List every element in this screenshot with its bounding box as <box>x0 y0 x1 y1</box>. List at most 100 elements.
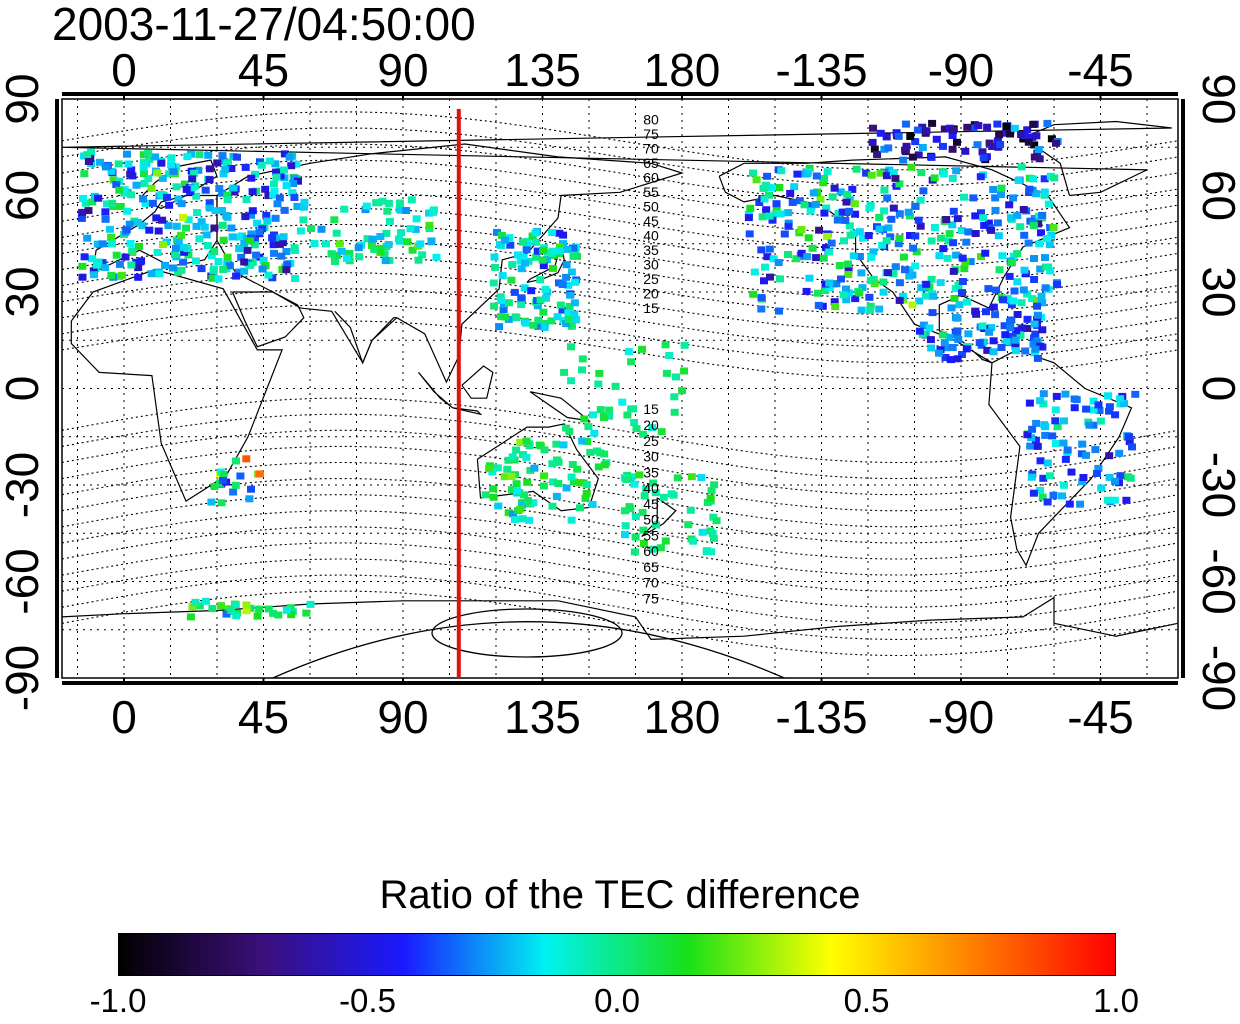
tec-pixel <box>1085 421 1094 429</box>
tec-pixel <box>114 160 123 168</box>
tec-pixel <box>823 168 832 176</box>
tec-pixel <box>947 304 956 312</box>
tec-pixel <box>1079 474 1088 481</box>
tec-pixel <box>195 151 204 159</box>
tec-pixel <box>232 612 241 620</box>
tec-pixel <box>534 316 543 324</box>
tec-pixel <box>1067 468 1076 476</box>
tec-pixel <box>184 216 193 224</box>
tec-pixel <box>648 424 657 432</box>
contour-label-south: 65 <box>643 559 659 575</box>
tec-pixel <box>80 253 89 261</box>
tec-pixel <box>177 231 185 239</box>
tec-pixel <box>1024 239 1033 247</box>
tec-pixel <box>993 219 1002 227</box>
contour-label-north: 40 <box>643 228 659 244</box>
tec-pixel <box>508 486 516 494</box>
tec-pixel <box>936 279 945 287</box>
tec-pixel <box>270 188 279 195</box>
tec-pixel <box>192 192 201 200</box>
tec-pixel <box>776 275 784 283</box>
tec-pixel <box>927 237 936 245</box>
tec-pixel <box>902 120 910 128</box>
tec-pixel <box>662 369 671 377</box>
tec-pixel <box>200 223 209 231</box>
tec-pixel <box>255 605 264 613</box>
tec-pixel <box>253 612 262 620</box>
tec-pixel <box>270 249 278 257</box>
tec-pixel <box>290 194 299 201</box>
tec-pixel <box>1078 440 1087 448</box>
tec-pixel <box>569 244 578 252</box>
tec-pixel <box>869 124 877 132</box>
tec-pixel <box>844 260 852 268</box>
tec-pixel <box>241 213 250 221</box>
tec-pixel <box>498 272 507 280</box>
tec-pixel <box>139 151 148 159</box>
tec-pixel <box>811 200 820 208</box>
tec-pixel <box>757 305 766 313</box>
tec-pixel <box>993 120 1002 128</box>
tec-pixel <box>147 184 156 192</box>
tec-pixel <box>989 348 998 356</box>
tec-pixel <box>997 184 1006 192</box>
tec-pixel <box>639 526 648 534</box>
contour-label-south: 30 <box>643 449 659 465</box>
tec-pixel <box>540 446 549 454</box>
tec-pixel <box>929 292 938 300</box>
tec-pixel <box>774 259 783 267</box>
tec-pixel <box>269 241 278 249</box>
tec-pixel <box>819 179 828 187</box>
tec-pixel <box>1043 498 1052 506</box>
tec-pixel <box>844 265 853 273</box>
contour-label-north: 25 <box>643 271 659 287</box>
tec-pixel <box>1011 347 1020 355</box>
contour-label-south: 40 <box>643 480 659 496</box>
tec-pixel <box>134 273 143 281</box>
tec-pixel <box>562 484 571 492</box>
tec-pixel <box>165 170 174 178</box>
tec-pixel <box>517 301 526 309</box>
tec-pixel <box>915 297 924 305</box>
lon-label-top: 180 <box>644 44 721 96</box>
lat-label-left: -90 <box>0 645 48 711</box>
tec-pixel <box>914 151 923 159</box>
contour-south <box>61 478 1179 544</box>
tec-pixel <box>846 231 855 239</box>
tec-pixel <box>673 474 682 482</box>
tec-pixel <box>949 267 958 275</box>
tec-pixel <box>958 289 966 297</box>
tec-pixel <box>590 429 599 437</box>
tec-pixel <box>567 322 576 330</box>
tec-pixel <box>576 504 584 512</box>
tec-pixel <box>1032 297 1041 304</box>
tec-pixel <box>926 336 935 344</box>
tec-pixel <box>152 214 161 222</box>
tec-pixel <box>875 305 884 313</box>
lon-label-bottom: -90 <box>928 691 994 743</box>
tec-pixel <box>669 491 678 499</box>
tec-pixel <box>984 219 993 227</box>
tec-pixel <box>90 271 99 279</box>
tec-pixel <box>1010 287 1019 295</box>
tec-pixel <box>899 156 908 164</box>
tec-pixel <box>376 245 385 253</box>
tec-pixel <box>906 133 915 140</box>
contour-label-north: 75 <box>643 126 659 142</box>
tec-pixel <box>880 186 889 194</box>
tec-pixel <box>1111 477 1119 485</box>
tec-pixel <box>203 242 212 249</box>
tec-pixel <box>165 201 174 209</box>
tec-pixel <box>940 339 949 347</box>
tec-pixel <box>790 183 799 191</box>
tec-pixel <box>230 188 239 196</box>
tec-pixel <box>525 516 534 524</box>
tec-pixel <box>425 221 434 229</box>
tec-pixel <box>969 194 978 202</box>
tec-pixel <box>697 474 706 482</box>
tec-pixel <box>865 293 874 301</box>
tec-pixel <box>1041 423 1050 431</box>
tec-pixel <box>283 260 292 268</box>
tec-pixel <box>1030 141 1039 149</box>
tec-pixel <box>987 226 996 234</box>
